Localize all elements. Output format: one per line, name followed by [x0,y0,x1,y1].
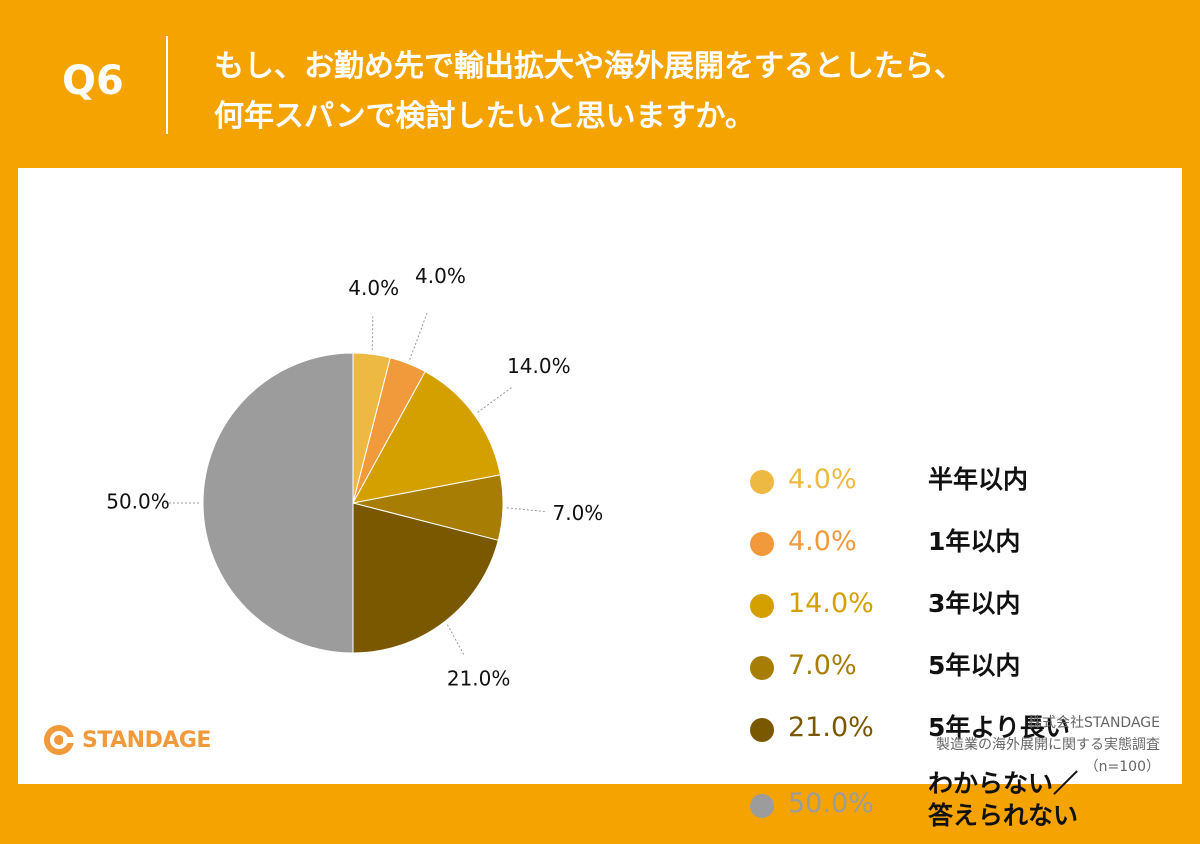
legend-swatch [750,532,774,556]
leader-line [371,316,374,351]
source-note: 株式会社STANDAGE 製造業の海外展開に関する実態調査 （n=100） [936,712,1160,778]
logo-text: STANDAGE [82,728,211,753]
slice-label: 50.0% [106,490,170,514]
slice-label: 21.0% [447,666,511,690]
legend-swatch [750,794,774,818]
legend-value: 50.0% [788,788,874,819]
pie-slice [202,352,354,654]
logo-mark-icon [44,725,75,755]
legend-value: 21.0% [788,712,874,743]
leader-line [506,507,547,513]
legend-label: 3年以内 [928,589,1021,618]
question-title: もし、お勤め先で輸出拡大や海外展開をするとしたら、 何年スパンで検討したいと思い… [214,42,1174,142]
slice-label: 14.0% [507,354,571,378]
source-sample-size: （n=100） [1084,759,1160,775]
question-title-line1: もし、お勤め先で輸出拡大や海外展開をするとしたら、 [214,49,964,84]
legend-label: 半年以内 [928,465,1029,494]
pie-slice [352,370,501,504]
legend-item-3-years: 14.0% 3年以内 [750,588,1170,632]
legend-label: 1年以内 [928,527,1021,556]
legend-swatch [750,718,774,742]
legend-item-1-year: 4.0% 1年以内 [750,526,1170,570]
slice-label: 4.0% [415,264,466,288]
question-header: Q6 もし、お勤め先で輸出拡大や海外展開をするとしたら、 何年スパンで検討したい… [0,0,1200,168]
slice-label: 4.0% [348,276,399,300]
legend-value: 4.0% [788,526,857,557]
legend-value: 14.0% [788,588,874,619]
legend-value: 4.0% [788,464,857,495]
legend-label: 5年より長い [928,713,1070,742]
chart-panel: 4.0% 4.0% 14.0% 7.0% 21.0% 50.0% 4.0% 半年以内 4.… [18,168,1182,830]
pie-chart: 4.0% 4.0% 14.0% 7.0% 21.0% 50.0% [106,264,603,691]
question-number: Q6 [62,58,124,104]
legend-item-half-year: 4.0% 半年以内 [750,464,1170,508]
legend-swatch [750,594,774,618]
source-company: 株式会社STANDAGE [1028,715,1160,731]
legend-item-5-years: 7.0% 5年以内 [750,650,1170,694]
header-divider [166,36,168,134]
source-survey: 製造業の海外展開に関する実態調査 [936,737,1160,753]
legend-label: 5年以内 [928,651,1021,680]
legend-label-line1: わからない／ [928,769,1079,798]
legend-label-line2: 答えられない [928,801,1079,830]
slice-label: 7.0% [552,501,603,525]
legend-item-over-5-years: 21.0% 5年より長い [750,712,1170,756]
legend-value: 7.0% [788,650,857,681]
leader-line [446,624,465,657]
legend-swatch [750,470,774,494]
leader-line [409,312,428,360]
question-title-line2: 何年スパンで検討したいと思いますか。 [214,99,755,134]
leader-line [477,386,513,413]
legend-swatch [750,656,774,680]
legend-item-unknown: 50.0% わからない／ 答えられない [750,769,1170,844]
pie-slice [352,502,499,654]
